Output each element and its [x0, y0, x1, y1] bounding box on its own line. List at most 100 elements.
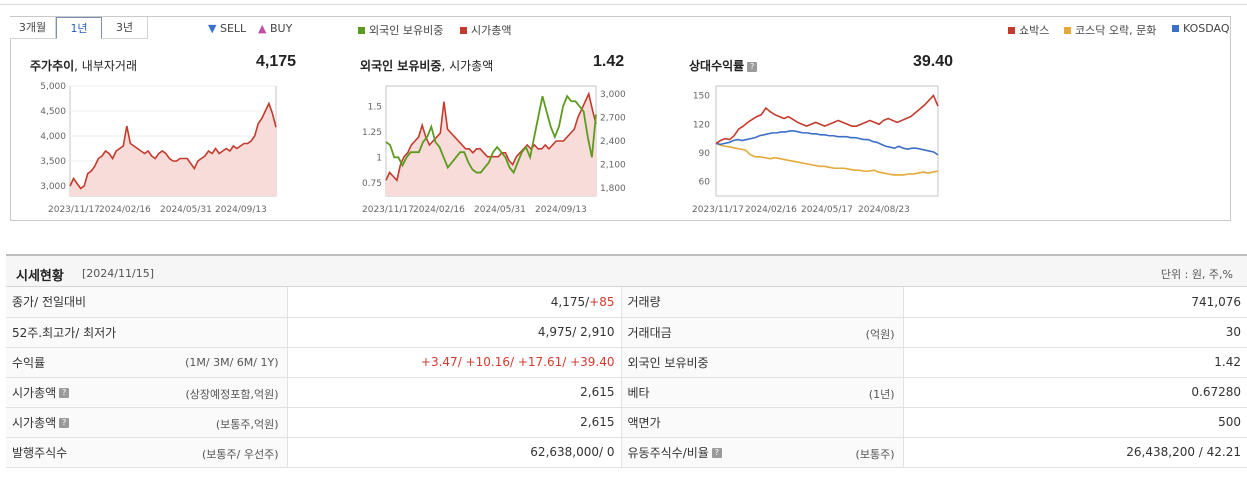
x-tick-label: 2024/02/16	[413, 205, 465, 215]
sell-triangle-icon: ▼	[208, 22, 217, 35]
row-label-2-text: 액면가	[627, 415, 661, 430]
market-cap-area	[386, 93, 596, 196]
legend-buy-label: BUY	[269, 22, 293, 35]
row-label-2-text: 유동주식수/비율	[627, 445, 709, 460]
price-title-rest: , 내부자거래	[74, 59, 138, 73]
price-line	[69, 101, 277, 190]
row-label-2: 외국인 보유비중	[621, 347, 903, 378]
price-area	[70, 103, 276, 196]
row-label-2: 유동주식수/비율? (보통주)	[621, 437, 903, 468]
row-label: 수익률 (1M/ 3M/ 6M/ 1Y)	[6, 347, 287, 378]
help-icon[interactable]: ?	[711, 448, 722, 458]
table-row: 종가/ 전일대비 4,175/+85 거래량 741,076	[6, 287, 1247, 318]
period-tabs: 3개월 1년 3년	[10, 17, 148, 39]
y-right-tick-label: 2,700	[600, 113, 626, 123]
y-tick-label: 3,000	[40, 182, 66, 192]
row-value: 4,975/ 2,910	[286, 317, 622, 348]
foreign-chart-title: 외국인 보유비중, 시가총액	[360, 57, 493, 74]
foreign-title-bold: 외국인 보유비중	[360, 59, 442, 73]
row-label-2-text: 베타	[627, 385, 650, 400]
plot-frame	[715, 85, 939, 197]
row-label: 시가총액? (상장예정포함,억원)	[6, 377, 287, 408]
row-value: 62,638,000/ 0	[286, 437, 622, 468]
x-tick-label: 2024/09/13	[535, 205, 587, 215]
row-value-2: 0.67280	[902, 377, 1247, 408]
table-date: [2024/11/15]	[82, 267, 154, 280]
legend-buy: ▲ BUY	[258, 22, 292, 35]
tab-3m[interactable]: 3개월	[10, 17, 56, 39]
y-left-tick-label: 1.25	[362, 128, 382, 138]
y-tick-label: 120	[693, 120, 710, 130]
row-label-sub: (보통주,억원)	[215, 417, 279, 431]
legend-sector-label: 코스닥 오락, 문화	[1075, 24, 1157, 37]
legend-company: 쇼박스	[1008, 22, 1049, 38]
y-right-tick-label: 1,800	[600, 184, 626, 194]
foreign-title-rest: , 시가총액	[441, 59, 494, 73]
legend-company-label: 쇼박스	[1019, 24, 1050, 37]
legend-sector: 코스닥 오락, 문화	[1064, 22, 1156, 38]
relative-chart-title: 상대수익률?	[689, 57, 758, 74]
price-chart: 5,000 4,500 4,000 3,500 3,000 2023/11/17 2024/…	[40, 82, 277, 215]
x-tick-label: 2024/05/17	[801, 205, 853, 215]
row-value: 2,615	[286, 377, 622, 408]
row-label-2-text: 외국인 보유비중	[627, 355, 709, 370]
row-label-2: 액면가	[621, 407, 903, 438]
row-label: 발행주식수 (보통주/ 우선주)	[6, 437, 287, 468]
red-square-icon	[460, 26, 467, 34]
x-tick-label: 2024/02/16	[745, 205, 797, 215]
y-tick-label: 5,000	[40, 82, 66, 92]
row-label: 시가총액? (보통주,억원)	[6, 407, 287, 438]
tab-1y[interactable]: 1년	[56, 17, 102, 39]
red-square-icon	[1008, 26, 1015, 34]
tab-3y[interactable]: 3년	[102, 17, 148, 39]
blue-square-icon	[1172, 25, 1179, 32]
row-label-text: 시가총액	[12, 385, 57, 400]
table-row: 시가총액? (보통주,억원) 2,615 액면가 500	[6, 407, 1247, 438]
row-value: 2,615	[286, 407, 622, 438]
row-label-text: 52주.최고가/ 최저가	[12, 325, 117, 340]
company-line	[715, 94, 939, 145]
row-value-text: 2,615	[580, 415, 615, 429]
y-tick-label: 60	[699, 178, 711, 188]
x-tick-label: 2023/11/17	[48, 205, 100, 215]
legend-market-cap-label: 시가총액	[471, 24, 512, 37]
legend-market-cap: 시가총액	[460, 22, 511, 38]
row-label-2-sub: (억원)	[865, 327, 895, 341]
relative-chart: 150 120 90 60 2023/11/17 2024/02/16 2024/05/17…	[692, 85, 939, 215]
y-tick-label: 3,500	[40, 157, 66, 167]
row-value: +3.47/ +10.16/ +17.61/ +39.40	[286, 347, 622, 378]
row-value: 4,175/+85	[286, 287, 622, 318]
price-chart-title: 주가추이, 내부자거래	[30, 57, 137, 74]
help-icon[interactable]: ?	[747, 61, 758, 72]
y-tick-label: 4,500	[40, 107, 66, 117]
help-icon[interactable]: ?	[59, 418, 70, 428]
y-tick-label: 90	[699, 149, 711, 159]
row-label-text: 수익률	[12, 355, 46, 370]
table-row: 52주.최고가/ 최저가 4,975/ 2,910 거래대금 (억원) 30	[6, 317, 1247, 348]
chart-panel	[10, 16, 1231, 221]
y-left-tick-label: 0.75	[362, 179, 382, 189]
table-row: 시가총액? (상장예정포함,억원) 2,615 베타 (1년) 0.67280	[6, 377, 1247, 408]
help-icon[interactable]: ?	[59, 388, 70, 398]
top-divider	[0, 4, 1247, 5]
legend-sell-label: SELL	[219, 22, 247, 35]
row-value-2: 26,438,200 / 42.21	[902, 437, 1247, 468]
row-label: 종가/ 전일대비	[6, 287, 287, 318]
row-label-sub: (상장예정포함,억원)	[185, 387, 279, 401]
row-value-change: +3.47/ +10.16/ +17.61/ +39.40	[420, 355, 615, 369]
x-tick-label: 2023/11/17	[362, 205, 414, 215]
foreign-chart: 1.5 1.25 1 0.75 3,000 2,700 2,400 2,100 1,800 202…	[362, 85, 626, 215]
y-tick-label: 4,000	[40, 132, 66, 142]
table-row: 수익률 (1M/ 3M/ 6M/ 1Y) +3.47/ +10.16/ +17.61…	[6, 347, 1247, 378]
table-header: 시세현황 [2024/11/15] 단위 : 원, 주,%	[6, 254, 1247, 287]
foreign-chart-value: 1.42	[593, 53, 625, 70]
row-label-2: 거래량	[621, 287, 903, 318]
price-title-bold: 주가추이	[30, 59, 75, 73]
foreign-line	[385, 94, 597, 175]
row-value-2: 30	[902, 317, 1247, 348]
row-value-2: 1.42	[902, 347, 1247, 378]
x-tick-label: 2024/09/13	[215, 205, 267, 215]
table-unit: 단위 : 원, 주,%	[1160, 268, 1233, 281]
x-tick-label: 2024/05/31	[474, 205, 526, 215]
row-label-2-text: 거래대금	[627, 325, 672, 340]
